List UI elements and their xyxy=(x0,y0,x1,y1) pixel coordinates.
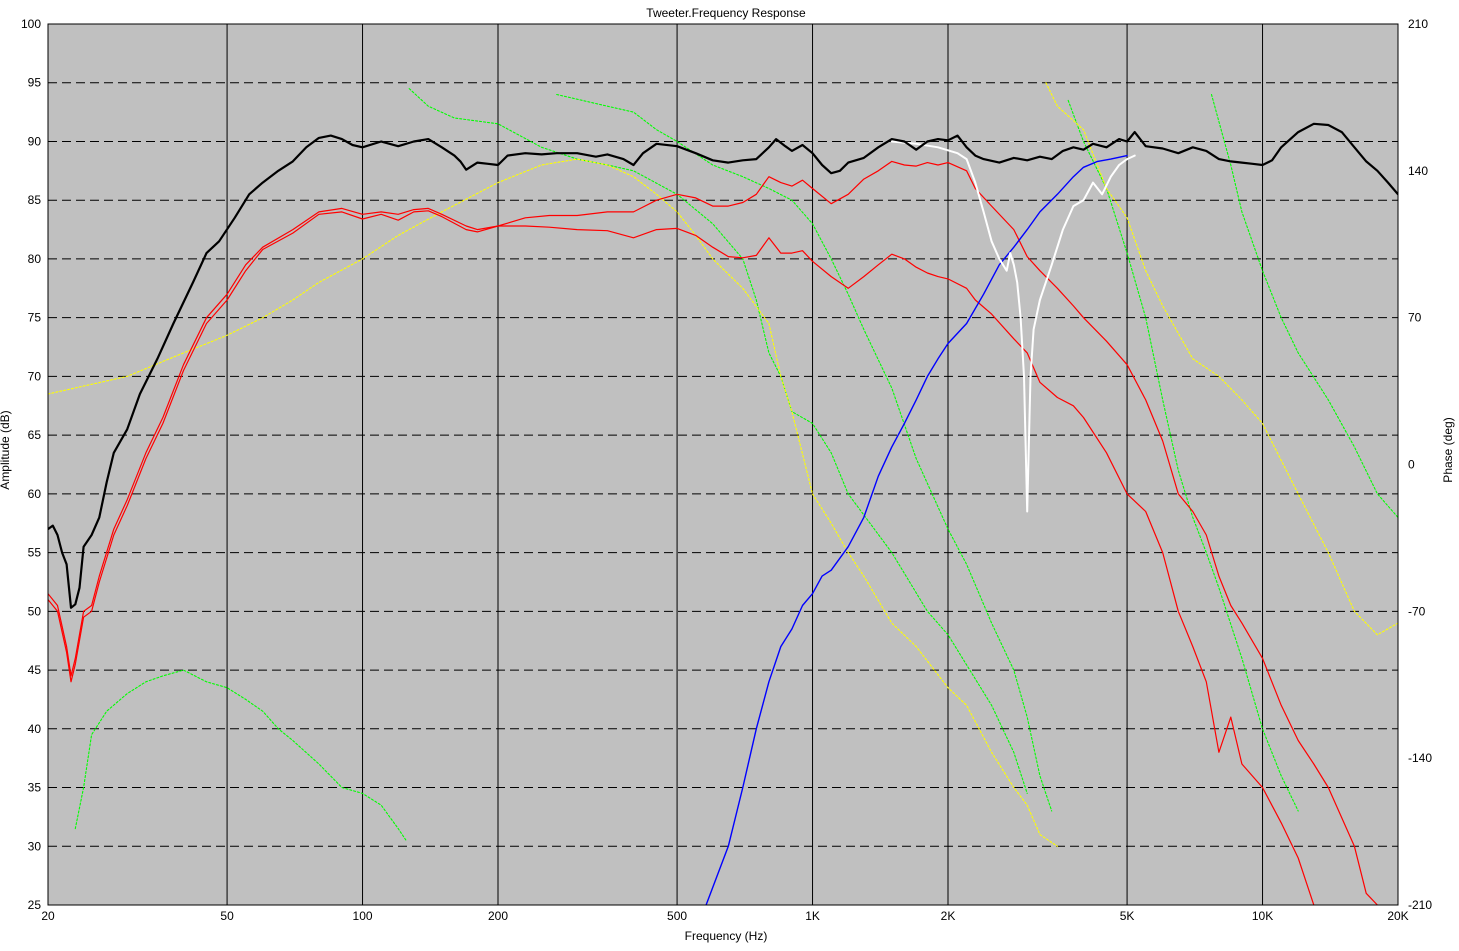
y-tick-label: 70 xyxy=(28,369,42,383)
y-tick-label: 50 xyxy=(28,604,42,618)
x-tick-label: 500 xyxy=(667,909,687,923)
y-tick-label: 80 xyxy=(28,252,42,266)
y-tick-label: 45 xyxy=(28,663,42,677)
y2-tick-label: 140 xyxy=(1408,164,1428,178)
x-tick-label: 20 xyxy=(41,909,55,923)
y2-tick-label: -210 xyxy=(1408,898,1432,912)
y-tick-label: 90 xyxy=(28,134,42,148)
y-tick-label: 85 xyxy=(28,193,42,207)
y-tick-label: 65 xyxy=(28,428,42,442)
series-line xyxy=(408,88,1028,794)
series-line xyxy=(1210,93,1398,518)
chart-title: Tweeter.Frequency Response xyxy=(646,6,806,20)
y-tick-label: 30 xyxy=(28,839,42,853)
grid-layer xyxy=(48,24,1398,905)
x-tick-label: 100 xyxy=(353,909,373,923)
series-line xyxy=(48,158,1058,847)
y2-tick-label: 70 xyxy=(1408,311,1422,325)
y2-tick-label: 210 xyxy=(1408,17,1428,31)
series-line xyxy=(48,122,1398,609)
y2-tick-label: 0 xyxy=(1408,458,1415,472)
series-line xyxy=(74,669,407,841)
series-layer xyxy=(48,82,1398,905)
y2-tick-label: -140 xyxy=(1408,751,1432,765)
x-tick-label: 5K xyxy=(1120,909,1135,923)
y-tick-label: 55 xyxy=(28,546,42,560)
y-tick-label: 95 xyxy=(28,76,42,90)
series-line xyxy=(1045,82,1398,636)
series-line xyxy=(890,140,1136,513)
y-axis-title: Amplitude (dB) xyxy=(0,410,12,489)
y-tick-label: 60 xyxy=(28,487,42,501)
x-tick-label: 50 xyxy=(220,909,234,923)
y2-tick-label: -70 xyxy=(1408,604,1426,618)
x-tick-label: 200 xyxy=(488,909,508,923)
y2-axis-title: Phase (deg) xyxy=(1441,417,1455,482)
y-tick-label: 25 xyxy=(28,898,42,912)
series-line xyxy=(556,93,1053,812)
plot-area xyxy=(48,24,1398,905)
y-tick-label: 35 xyxy=(28,781,42,795)
series-line xyxy=(48,210,1315,905)
plot-frame xyxy=(47,23,1399,906)
series-line xyxy=(48,160,1378,905)
series-line xyxy=(1067,99,1299,812)
x-axis-title: Frequency (Hz) xyxy=(685,929,768,943)
y-tick-label: 75 xyxy=(28,311,42,325)
x-tick-label: 20K xyxy=(1387,909,1408,923)
x-tick-label: 1K xyxy=(805,909,820,923)
x-tick-label: 10K xyxy=(1252,909,1273,923)
y-tick-label: 40 xyxy=(28,722,42,736)
y-tick-label: 100 xyxy=(21,17,41,31)
series-line xyxy=(705,154,1128,905)
x-tick-label: 2K xyxy=(941,909,956,923)
